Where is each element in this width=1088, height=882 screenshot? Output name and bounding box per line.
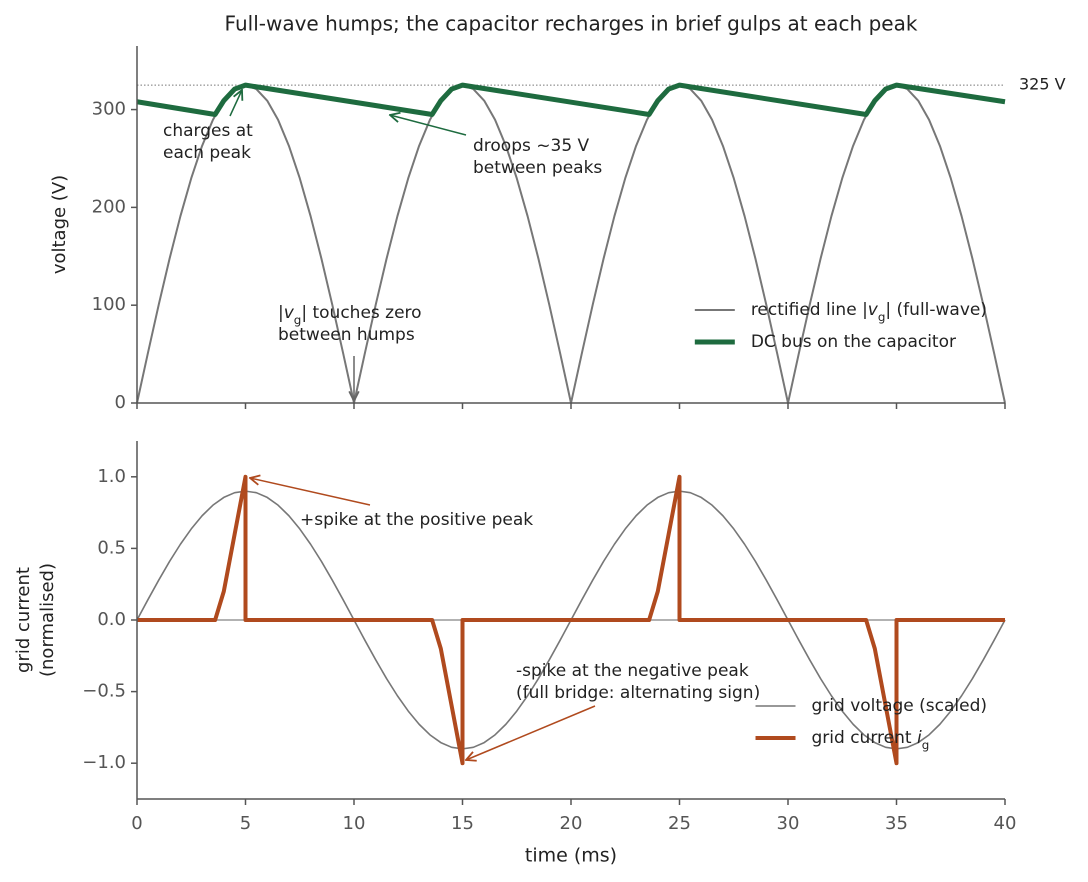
y-tick-label: −1.0 (82, 752, 126, 773)
text-part: +spike at the positive peak (300, 510, 533, 530)
text-part: between peaks (473, 158, 602, 178)
series-line (137, 474, 1005, 766)
text-part: grid voltage (scaled) (812, 696, 987, 716)
y-tick-label: 0.5 (97, 537, 126, 558)
text-part: g (294, 313, 302, 327)
legend-label: grid current ig (812, 728, 930, 752)
text-part: | touches zero (301, 303, 421, 323)
y-tick-label: 200 (92, 196, 126, 217)
y-tick-label: 100 (92, 294, 126, 315)
text-part: v (868, 300, 879, 320)
text-part: charges at (163, 121, 253, 141)
y-tick-label: 1.0 (97, 466, 126, 487)
text-part: g (922, 738, 930, 752)
annotation: droops ~35 V (473, 136, 590, 156)
text-part: grid current (812, 728, 917, 748)
annotation: charges at (163, 121, 253, 141)
x-tick-label: 35 (885, 813, 908, 834)
text-part: -spike at the negative peak (516, 661, 749, 681)
text-part: each peak (163, 143, 251, 163)
annotation-arrow (466, 705, 596, 760)
y-axis-label: voltage (V) (49, 175, 70, 274)
text-part: i (917, 728, 922, 748)
y-axis-label: grid current (13, 567, 34, 673)
x-tick-label: 30 (777, 813, 800, 834)
annotation-arrow (390, 115, 467, 136)
x-tick-label: 25 (668, 813, 691, 834)
series-line (136, 82, 1006, 117)
x-tick-label: 40 (994, 813, 1017, 834)
x-tick-label: 15 (451, 813, 474, 834)
y-tick-label: −0.5 (82, 681, 126, 702)
text-part: v (284, 303, 295, 323)
text-part: | (full-wave) (885, 300, 987, 320)
x-axis-label: time (ms) (525, 845, 617, 867)
text-part: DC bus on the capacitor (751, 332, 956, 352)
x-tick-label: 10 (343, 813, 366, 834)
annotation: each peak (163, 143, 251, 163)
annotation-arrow (250, 478, 371, 506)
chart-title: Full-wave humps; the capacitor recharges… (225, 12, 918, 36)
y-tick-label: 0 (115, 392, 126, 413)
annotation: -spike at the negative peak (516, 661, 749, 681)
legend-label: grid voltage (scaled) (812, 696, 987, 716)
annotation: between humps (278, 325, 415, 345)
text-part: droops ~35 V (473, 136, 590, 156)
legend-label: rectified line |vg| (full-wave) (751, 300, 987, 324)
y-tick-label: 0.0 (97, 609, 126, 630)
annotation-arrow (229, 90, 242, 117)
text-part: g (878, 310, 886, 324)
annotation: |vg| touches zero (278, 303, 422, 327)
series-line (136, 84, 1006, 404)
annotation: between peaks (473, 158, 602, 178)
text-part: | (278, 303, 284, 323)
x-tick-label: 20 (560, 813, 583, 834)
text-part: rectified line | (751, 300, 868, 320)
text-part: (full bridge: alternating sign) (516, 683, 760, 703)
annotation: +spike at the positive peak (300, 510, 533, 530)
text-part: between humps (278, 325, 415, 345)
y-tick-label: 300 (92, 99, 126, 120)
reference-label: 325 V (1019, 75, 1066, 94)
x-tick-label: 5 (240, 813, 251, 834)
x-tick-label: 0 (131, 813, 142, 834)
y-axis-label: (normalised) (37, 563, 58, 677)
annotation: (full bridge: alternating sign) (516, 683, 760, 703)
legend-label: DC bus on the capacitor (751, 332, 956, 352)
